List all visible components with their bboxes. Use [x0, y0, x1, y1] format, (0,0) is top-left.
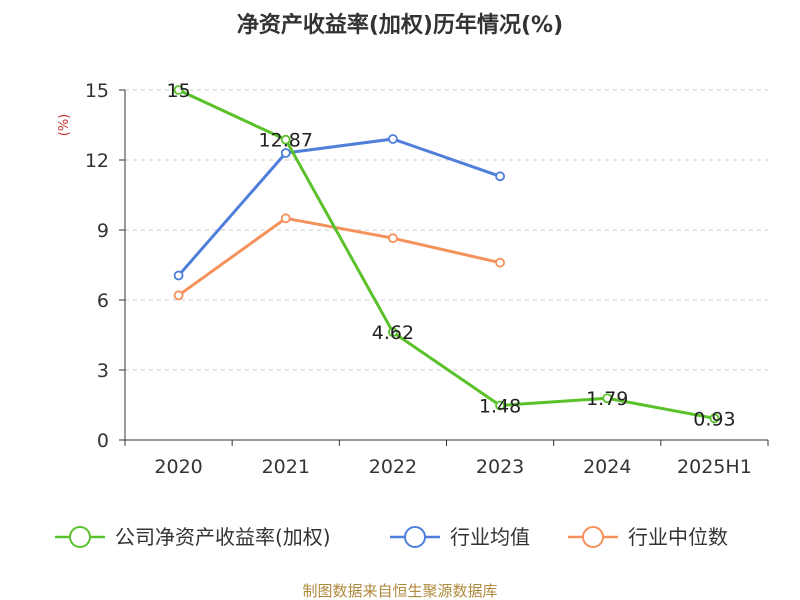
legend-label: 行业中位数 — [628, 525, 728, 549]
x-tick-label: 2020 — [154, 456, 202, 478]
y-axis-label: (%) — [57, 114, 72, 137]
series-2 — [173, 213, 505, 301]
x-tick-label: 2023 — [476, 456, 524, 478]
data-point — [495, 171, 505, 182]
legend-marker — [404, 526, 426, 548]
data-point — [602, 393, 613, 404]
legend-item: 行业均值 — [390, 525, 530, 549]
x-tick-label: 2021 — [262, 456, 310, 478]
series — [173, 85, 720, 424]
legend-item: 公司净资产收益率(加权) — [55, 525, 331, 549]
y-tick-label: 9 — [97, 220, 109, 242]
data-point — [173, 85, 184, 95]
data-labels: 15 12.87 4.62 1.48 1.79 0.93 — [166, 80, 735, 430]
source-note: 制图数据来自恒生聚源数据库 — [302, 582, 497, 600]
y-tick-label: 15 — [85, 80, 109, 102]
data-point — [495, 400, 505, 411]
x-tick-label: 2025H1 — [677, 456, 752, 478]
legend-label: 行业均值 — [450, 525, 530, 549]
series-line — [177, 137, 501, 277]
y-tick-label: 3 — [97, 360, 109, 382]
chart-title: 净资产收益率(加权)历年情况(%) — [237, 12, 563, 38]
legend-marker — [582, 526, 604, 548]
data-point — [495, 257, 505, 268]
data-point — [280, 148, 291, 158]
y-tick-label: 0 — [97, 430, 109, 452]
data-point — [709, 413, 720, 424]
data-label: 1.48 — [479, 395, 521, 417]
legend-label: 公司净资产收益率(加权) — [115, 525, 331, 549]
data-point — [388, 327, 398, 338]
legend-item: 行业中位数 — [568, 525, 728, 549]
data-point — [388, 134, 398, 144]
data-label: 15 — [166, 80, 190, 102]
x-tick-label: 2024 — [583, 456, 631, 478]
data-point — [280, 134, 291, 145]
data-point — [173, 290, 184, 301]
data-point — [280, 213, 291, 224]
series-0 — [173, 85, 720, 424]
data-label: 12.87 — [259, 130, 313, 152]
series-1 — [173, 134, 505, 281]
series-line — [177, 88, 715, 420]
axes: 0 3 6 9 12 15 2020 2021 2022 2023 2024 2025H1 — [85, 80, 769, 478]
x-tick-label: 2022 — [369, 456, 417, 478]
data-label: 4.62 — [372, 322, 414, 344]
data-point — [173, 270, 184, 281]
data-label: 1.79 — [586, 388, 628, 410]
grid — [125, 89, 768, 371]
series-line — [177, 216, 501, 297]
y-tick-label: 6 — [97, 290, 109, 312]
legend-marker — [69, 526, 91, 548]
legend: 公司净资产收益率(加权) 行业均值 行业中位数 — [55, 525, 728, 549]
y-tick-label: 12 — [85, 150, 109, 172]
data-label: 0.93 — [693, 408, 735, 430]
data-point — [388, 233, 398, 244]
